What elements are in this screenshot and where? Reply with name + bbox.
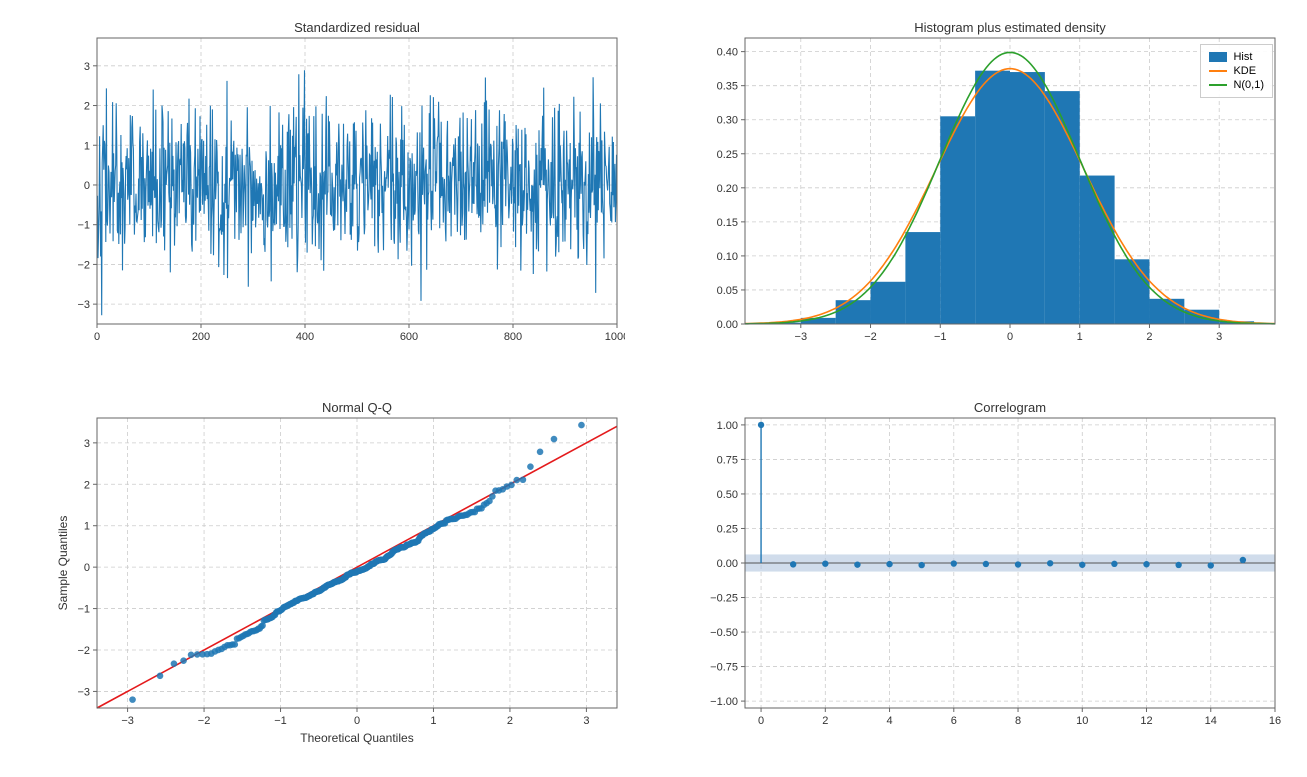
svg-text:−1: −1 xyxy=(274,715,287,727)
svg-text:−2: −2 xyxy=(77,645,90,657)
svg-text:−1: −1 xyxy=(77,604,90,616)
svg-text:1.00: 1.00 xyxy=(717,420,738,432)
svg-text:2: 2 xyxy=(1146,331,1152,343)
svg-text:0.15: 0.15 xyxy=(717,217,738,229)
legend-label-hist: Hist xyxy=(1233,51,1252,63)
svg-text:Histogram plus estimated densi: Histogram plus estimated density xyxy=(914,20,1106,35)
svg-text:10: 10 xyxy=(1076,715,1088,727)
svg-text:−2: −2 xyxy=(77,259,90,271)
svg-text:Theoretical Quantiles: Theoretical Quantiles xyxy=(300,731,413,745)
svg-text:3: 3 xyxy=(84,61,90,73)
legend-label-kde: KDE xyxy=(1233,65,1256,77)
svg-text:Normal Q-Q: Normal Q-Q xyxy=(322,400,392,415)
svg-text:600: 600 xyxy=(400,331,418,343)
svg-text:3: 3 xyxy=(1216,331,1222,343)
svg-text:−3: −3 xyxy=(77,686,90,698)
svg-text:0.40: 0.40 xyxy=(717,47,738,59)
svg-text:−2: −2 xyxy=(198,715,211,727)
svg-text:1: 1 xyxy=(430,715,436,727)
svg-text:0: 0 xyxy=(94,331,100,343)
svg-text:0.25: 0.25 xyxy=(717,149,738,161)
svg-text:0.00: 0.00 xyxy=(717,558,738,570)
svg-text:6: 6 xyxy=(951,715,957,727)
panel-qq: −3 −2 −1 0 1 2 3 −3 −2 −1 0 1 2 3 Normal Q-Q Theoretica… xyxy=(55,400,625,750)
svg-text:12: 12 xyxy=(1140,715,1152,727)
svg-text:−2: −2 xyxy=(864,331,877,343)
legend-line-normal xyxy=(1209,84,1227,86)
svg-text:16: 16 xyxy=(1269,715,1281,727)
svg-text:−3: −3 xyxy=(121,715,134,727)
diagnostic-figure: 02004006008001000−3−2−10123Standardized … xyxy=(0,0,1307,777)
svg-text:0.75: 0.75 xyxy=(717,454,738,466)
svg-text:2: 2 xyxy=(822,715,828,727)
svg-text:0.00: 0.00 xyxy=(717,319,738,331)
legend-swatch-hist xyxy=(1209,52,1227,62)
svg-text:Correlogram: Correlogram xyxy=(974,400,1046,415)
legend-item-hist: Hist xyxy=(1209,51,1264,63)
svg-text:0.30: 0.30 xyxy=(717,115,738,127)
svg-text:8: 8 xyxy=(1015,715,1021,727)
svg-text:−0.25: −0.25 xyxy=(710,593,738,605)
legend-item-normal: N(0,1) xyxy=(1209,79,1264,91)
svg-text:0.25: 0.25 xyxy=(717,523,738,535)
panel-correlogram: 0 2 4 6 8 10 12 14 16 −1.00 −0.75 −0.50 −0.25 0.00 0.2… xyxy=(695,400,1285,750)
svg-text:800: 800 xyxy=(504,331,522,343)
panel-histogram-density: −3 −2 −1 0 1 2 3 0.00 0.05 0.10 0.15 0.20 0.25 0.30 0.… xyxy=(695,20,1285,350)
svg-text:−1: −1 xyxy=(934,331,947,343)
svg-text:200: 200 xyxy=(192,331,210,343)
svg-text:0: 0 xyxy=(84,180,90,192)
svg-text:−0.75: −0.75 xyxy=(710,662,738,674)
svg-text:3: 3 xyxy=(583,715,589,727)
svg-text:3: 3 xyxy=(84,438,90,450)
legend-item-kde: KDE xyxy=(1209,65,1264,77)
svg-text:−1.00: −1.00 xyxy=(710,696,738,708)
svg-text:1000: 1000 xyxy=(605,331,625,343)
svg-text:0.10: 0.10 xyxy=(717,251,738,263)
panel-standardized-residual: 0 200 400 600 800 1000 −3 −2 −1 0 1 2 3 Standardized … xyxy=(55,20,625,350)
svg-text:0.20: 0.20 xyxy=(717,183,738,195)
svg-text:0.05: 0.05 xyxy=(717,285,738,297)
svg-text:−3: −3 xyxy=(795,331,808,343)
svg-text:1: 1 xyxy=(84,521,90,533)
svg-text:14: 14 xyxy=(1205,715,1217,727)
svg-text:Sample Quantiles: Sample Quantiles xyxy=(56,516,70,611)
legend-line-kde xyxy=(1209,70,1227,72)
legend-histogram: Hist KDE N(0,1) xyxy=(1200,44,1273,98)
svg-text:4: 4 xyxy=(886,715,892,727)
svg-text:Standardized residual: Standardized residual xyxy=(294,20,420,35)
svg-text:0.50: 0.50 xyxy=(717,489,738,501)
svg-text:2: 2 xyxy=(84,479,90,491)
svg-text:1: 1 xyxy=(1077,331,1083,343)
svg-text:2: 2 xyxy=(507,715,513,727)
svg-text:−3: −3 xyxy=(77,299,90,311)
svg-text:0: 0 xyxy=(1007,331,1013,343)
svg-text:0: 0 xyxy=(758,715,764,727)
svg-text:−1: −1 xyxy=(77,220,90,232)
svg-text:−0.50: −0.50 xyxy=(710,627,738,639)
svg-text:0: 0 xyxy=(354,715,360,727)
legend-label-normal: N(0,1) xyxy=(1233,79,1264,91)
svg-text:400: 400 xyxy=(296,331,314,343)
svg-text:0: 0 xyxy=(84,562,90,574)
svg-text:1: 1 xyxy=(84,140,90,152)
svg-text:0.35: 0.35 xyxy=(717,81,738,93)
svg-text:2: 2 xyxy=(84,101,90,113)
